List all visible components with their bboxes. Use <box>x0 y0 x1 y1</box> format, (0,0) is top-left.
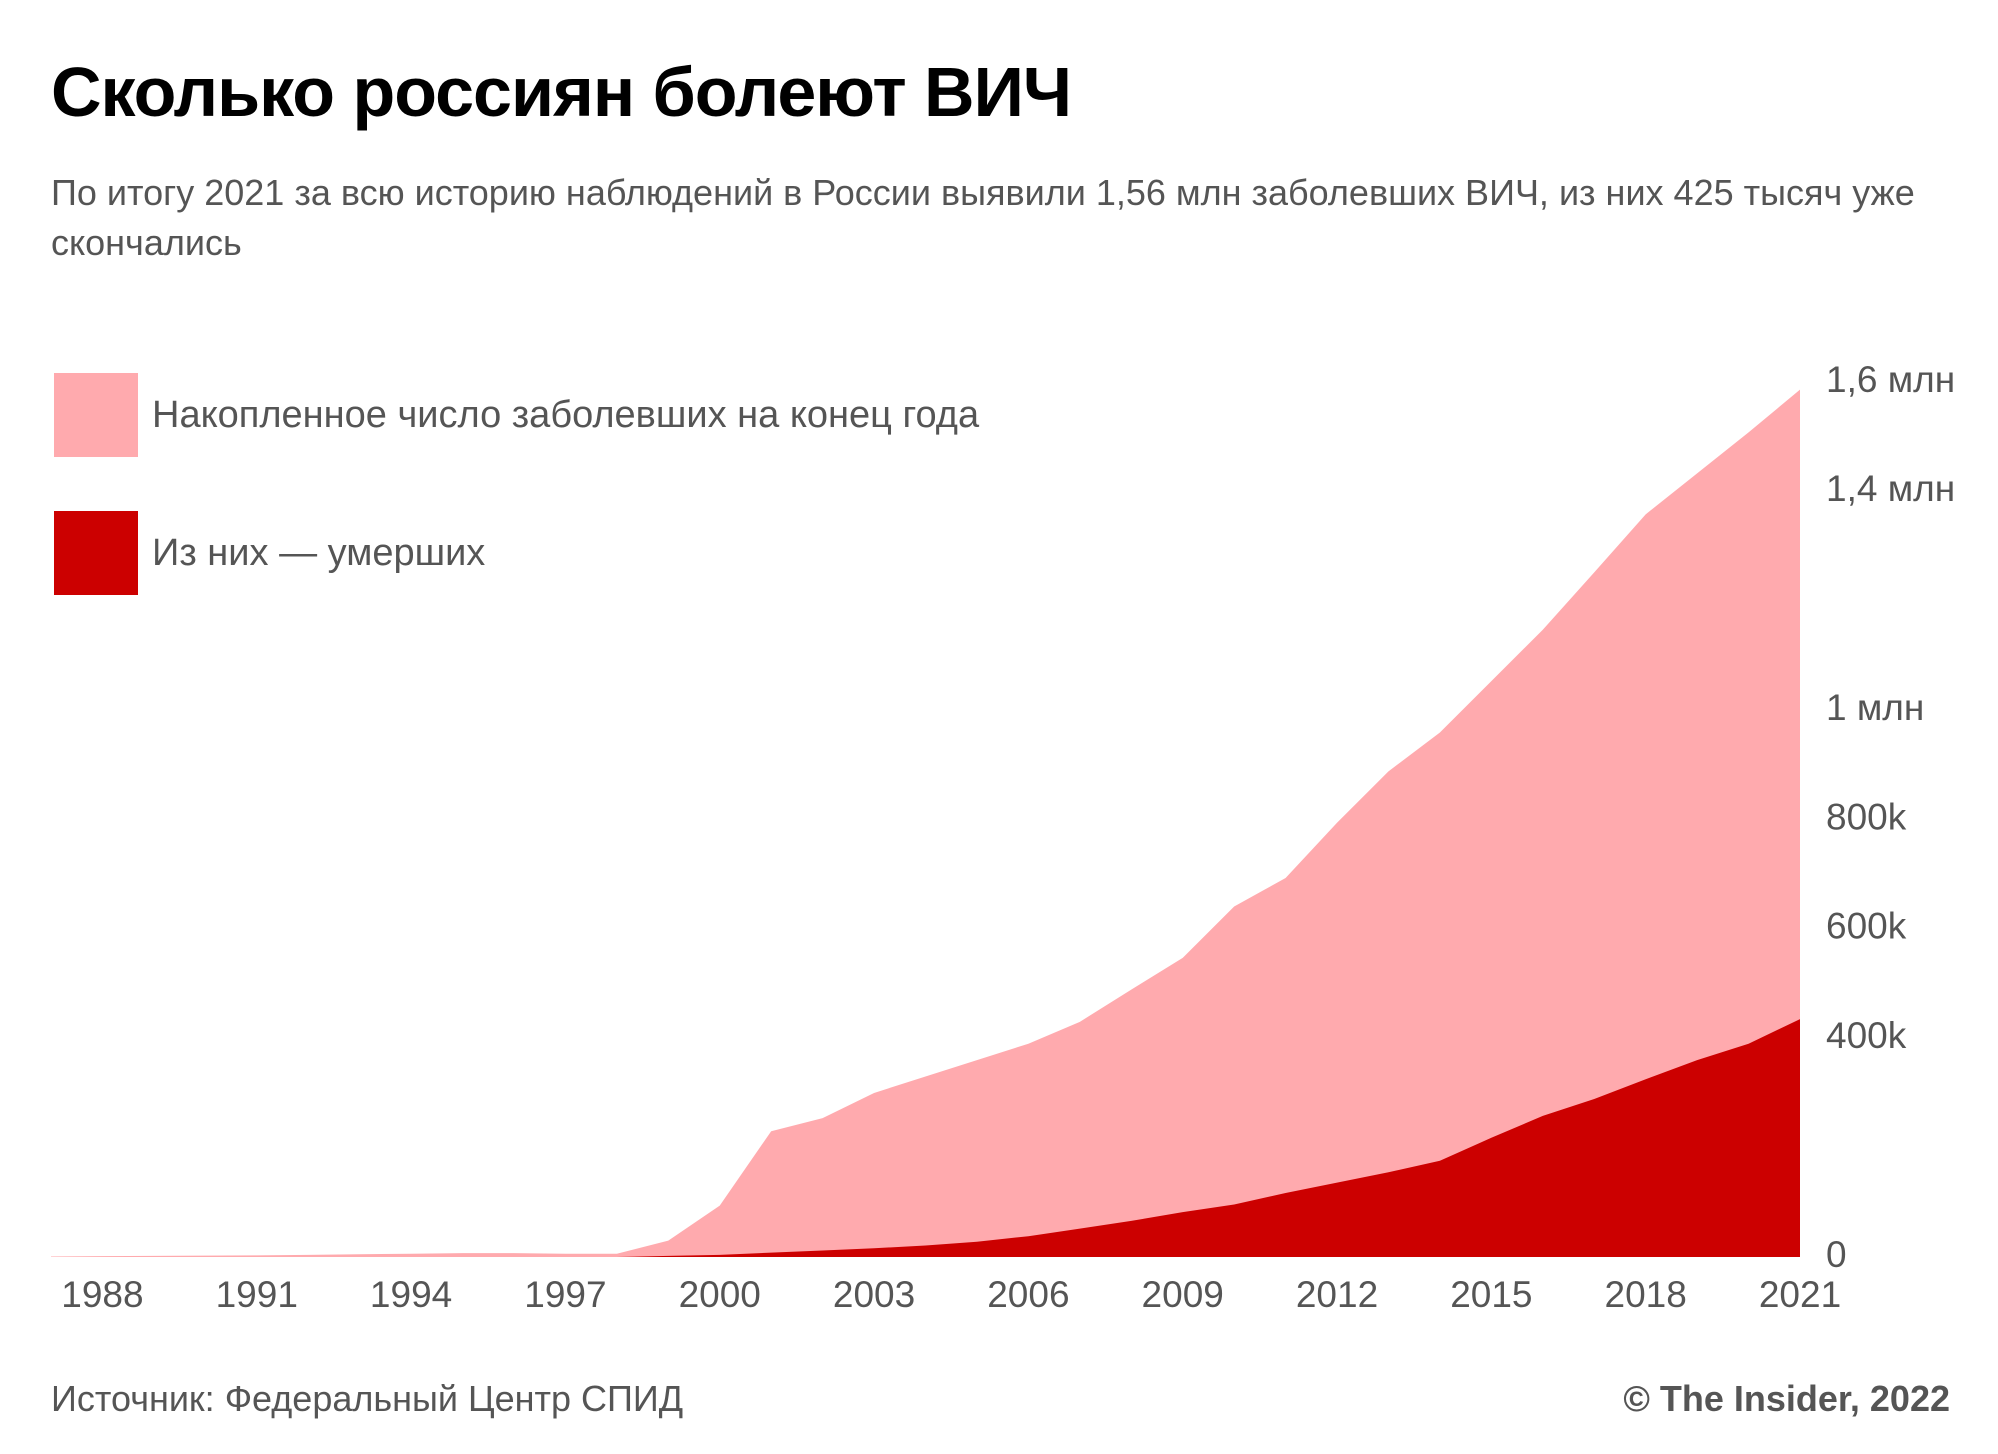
y-tick-label: 1,4 млн <box>1826 468 1955 509</box>
x-tick-label: 2021 <box>1759 1274 1841 1315</box>
area <box>51 389 1800 1257</box>
x-tick-label: 1997 <box>524 1274 606 1315</box>
y-tick-label: 1,6 млн <box>1826 359 1955 400</box>
x-tick-label: 2003 <box>833 1274 915 1315</box>
chart-title: Сколько россиян болеют ВИЧ <box>51 53 1072 131</box>
legend-label: Накопленное число заболевших на конец го… <box>152 394 980 436</box>
x-tick-label: 1994 <box>370 1274 452 1315</box>
y-tick-label: 1 млн <box>1826 687 1924 728</box>
x-tick-label: 2018 <box>1605 1274 1687 1315</box>
x-tick-label: 2015 <box>1450 1274 1532 1315</box>
x-tick-label: 1991 <box>216 1274 298 1315</box>
y-tick-label: 0 <box>1826 1234 1847 1275</box>
y-tick-label: 400k <box>1826 1015 1907 1056</box>
x-tick-label: 2012 <box>1296 1274 1378 1315</box>
credit: © The Insider, 2022 <box>1623 1378 1950 1419</box>
x-tick-label: 2009 <box>1142 1274 1224 1315</box>
area <box>51 1019 1800 1257</box>
y-tick-label: 800k <box>1826 796 1907 837</box>
y-tick-label: 600k <box>1826 906 1907 947</box>
legend-swatch <box>54 373 138 457</box>
x-tick-label: 1988 <box>61 1274 143 1315</box>
legend-swatch <box>54 511 138 595</box>
x-tick-label: 2006 <box>987 1274 1069 1315</box>
legend-label: Из них — умерших <box>152 532 485 574</box>
source: Источник: Федеральный Центр СПИД <box>51 1378 684 1419</box>
x-tick-label: 2000 <box>679 1274 761 1315</box>
chart-subtitle: По итогу 2021 за всю историю наблюдений … <box>51 172 1915 263</box>
